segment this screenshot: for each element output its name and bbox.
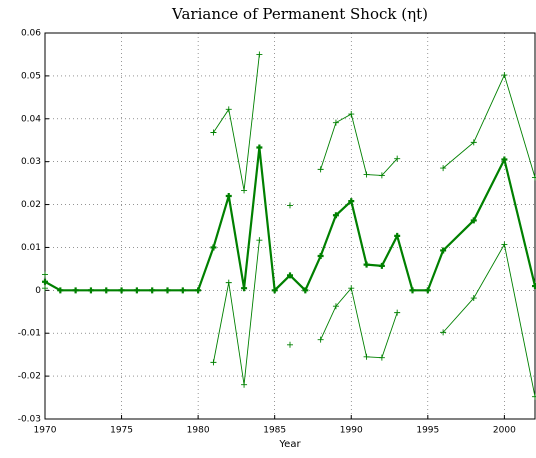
point-marker xyxy=(287,341,293,348)
y-tick-label: 0.06 xyxy=(21,29,41,39)
point-marker xyxy=(133,287,140,294)
point-marker xyxy=(210,359,217,366)
x-tick-label: 1995 xyxy=(416,426,439,436)
point-marker xyxy=(348,198,355,205)
point-marker xyxy=(256,144,263,151)
chart-title: Variance of Permanent Shock (ηt) xyxy=(171,5,428,23)
point-marker xyxy=(332,119,339,126)
x-axis-label: Year xyxy=(278,439,301,450)
plot-area xyxy=(45,33,535,419)
point-marker xyxy=(440,165,447,172)
point-marker xyxy=(179,287,186,294)
point-marker xyxy=(87,287,94,294)
y-tick-label: 0.05 xyxy=(21,71,41,81)
point-marker xyxy=(287,272,293,279)
point-marker xyxy=(317,166,324,173)
y-tick-label: -0.01 xyxy=(18,329,41,339)
point-marker xyxy=(378,262,385,269)
point-marker xyxy=(225,106,232,113)
y-tick-label: -0.03 xyxy=(18,415,41,425)
point-marker xyxy=(424,287,431,294)
x-tick-label: 2000 xyxy=(493,426,516,436)
point-marker xyxy=(241,381,248,388)
point-marker xyxy=(42,271,48,278)
x-tick-label: 1985 xyxy=(263,426,286,436)
point-marker xyxy=(363,353,370,360)
point-marker xyxy=(241,187,248,194)
axes-box xyxy=(44,32,536,420)
point-marker xyxy=(501,72,508,79)
x-tick-label: 1970 xyxy=(34,426,57,436)
point-marker xyxy=(42,278,48,285)
point-marker xyxy=(348,111,355,118)
point-marker xyxy=(317,253,324,260)
point-marker xyxy=(271,287,278,294)
point-marker xyxy=(409,287,416,294)
point-marker xyxy=(164,287,171,294)
x-tick-label: 1990 xyxy=(340,426,363,436)
point-marker xyxy=(241,285,248,292)
point-marker xyxy=(225,192,232,199)
point-marker xyxy=(348,285,355,292)
point-marker xyxy=(256,51,263,58)
point-marker xyxy=(378,354,385,361)
point-marker xyxy=(394,309,401,316)
point-marker xyxy=(317,336,324,343)
point-marker xyxy=(378,172,385,179)
point-marker xyxy=(149,287,156,294)
y-tick-label: 0.04 xyxy=(21,114,41,124)
point-marker xyxy=(470,139,477,146)
point-marker xyxy=(72,287,79,294)
point-marker xyxy=(532,393,536,400)
y-tick-label: 0.02 xyxy=(21,200,41,210)
point-marker xyxy=(210,244,217,251)
point-marker xyxy=(363,261,370,268)
x-tick-label: 1975 xyxy=(110,426,133,436)
point-marker xyxy=(103,287,110,294)
point-marker xyxy=(287,202,293,209)
point-marker xyxy=(363,171,370,178)
point-marker xyxy=(225,279,232,286)
point-marker xyxy=(302,287,309,294)
y-tick-label: -0.02 xyxy=(18,372,41,382)
point-marker xyxy=(195,287,202,294)
y-tick-label: 0 xyxy=(35,286,41,296)
point-marker xyxy=(118,287,125,294)
y-tick-label: 0.03 xyxy=(21,157,41,167)
point-marker xyxy=(440,329,447,336)
x-tick-label: 1980 xyxy=(187,426,210,436)
series-line xyxy=(212,240,536,397)
point-marker xyxy=(256,237,263,244)
point-marker xyxy=(501,156,508,163)
point-marker xyxy=(394,155,401,162)
point-marker xyxy=(532,283,536,290)
y-tick-label: 0.01 xyxy=(21,243,41,253)
point-marker xyxy=(440,247,447,254)
series-line xyxy=(213,54,536,191)
point-marker xyxy=(394,232,401,239)
point-marker xyxy=(210,129,217,136)
point-marker xyxy=(42,285,48,292)
point-marker xyxy=(57,287,64,294)
point-marker xyxy=(332,303,339,310)
point-marker xyxy=(470,295,477,302)
point-marker xyxy=(501,241,508,248)
point-marker xyxy=(332,212,339,219)
point-marker xyxy=(470,217,477,224)
point-marker xyxy=(532,174,536,181)
